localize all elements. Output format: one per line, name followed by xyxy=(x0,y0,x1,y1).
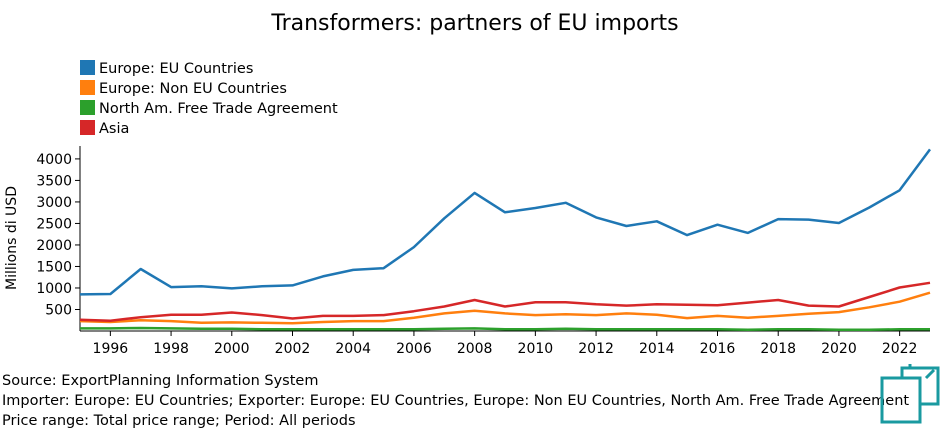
chart-title: Transformers: partners of EU imports xyxy=(270,11,678,36)
y-tick-label: 4000 xyxy=(36,152,72,168)
legend-swatch xyxy=(80,60,95,75)
y-tick-label: 1500 xyxy=(36,259,72,275)
x-tick-label: 1996 xyxy=(93,341,129,357)
y-tick-label: 1000 xyxy=(36,281,72,297)
series-line-0 xyxy=(79,148,932,296)
x-tick-label: 2004 xyxy=(335,341,371,357)
plot-area xyxy=(79,148,932,331)
x-tick-label: 2006 xyxy=(396,341,432,357)
x-tick-label: 2022 xyxy=(882,341,918,357)
y-tick-label: 3500 xyxy=(36,173,72,189)
chart-footer: Source: ExportPlanning Information Syste… xyxy=(2,371,909,431)
price-range-text: Price range: Total price range; Period: … xyxy=(2,413,356,429)
x-tick-label: 2014 xyxy=(639,341,675,357)
x-tick-label: 2002 xyxy=(275,341,311,357)
legend-label: Europe: EU Countries xyxy=(99,61,253,77)
legend-label: North Am. Free Trade Agreement xyxy=(99,101,338,117)
x-tick-label: 2012 xyxy=(578,341,614,357)
y-tick-label: 3000 xyxy=(36,195,72,211)
series-line-3 xyxy=(79,281,931,322)
y-tick-label: 2500 xyxy=(36,216,72,232)
axes: 500 1000 1500 2000 2500 3000 3500 4000 1996 1998 2… xyxy=(36,146,930,357)
x-tick-label: 2000 xyxy=(214,341,250,357)
line-chart: Transformers: partners of EU imports Eur… xyxy=(4,11,932,357)
x-tick-label: 2018 xyxy=(760,341,796,357)
legend: Europe: EU Countries Europe: Non EU Count… xyxy=(80,60,338,137)
source-text: Source: ExportPlanning Information Syste… xyxy=(2,373,319,389)
series-line-2 xyxy=(80,326,930,331)
legend-label: Asia xyxy=(99,121,129,137)
y-axis-label: Millions di USD xyxy=(4,186,20,290)
importer-text: Importer: Europe: EU Countries; Exporter… xyxy=(2,393,910,409)
legend-swatch xyxy=(80,100,95,115)
x-tick-label: 2010 xyxy=(518,341,554,357)
x-tick-label: 2020 xyxy=(821,341,857,357)
series-line-1 xyxy=(79,291,931,325)
legend-label: Europe: Non EU Countries xyxy=(99,81,287,97)
y-tick-label: 500 xyxy=(45,302,72,318)
y-tick-label: 2000 xyxy=(36,238,72,254)
x-tick-label: 1998 xyxy=(153,341,189,357)
legend-swatch xyxy=(80,120,95,135)
exportplanning-logo-icon xyxy=(880,364,940,424)
legend-swatch xyxy=(80,80,95,95)
x-tick-label: 2008 xyxy=(457,341,493,357)
x-tick-label: 2016 xyxy=(700,341,736,357)
